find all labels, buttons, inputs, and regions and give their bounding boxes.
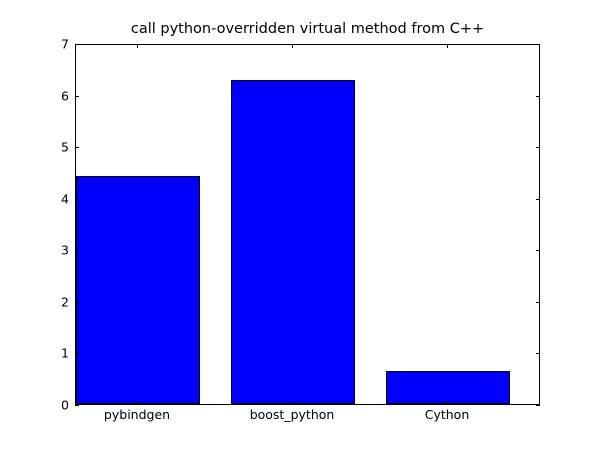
- y-tick-mark: [75, 95, 79, 97]
- y-tick-mark: [75, 198, 79, 200]
- y-tick-mark: [536, 147, 540, 149]
- y-tick-label: 1: [61, 345, 69, 361]
- x-tick-mark: [447, 44, 448, 48]
- bar-boost-python: [231, 80, 355, 404]
- x-tick-mark: [137, 44, 138, 48]
- x-tick-mark: [137, 401, 138, 405]
- x-tick-label: Cython: [424, 407, 470, 422]
- y-tick-mark: [536, 353, 540, 355]
- y-tick-mark: [536, 250, 540, 252]
- y-tick-label: 4: [61, 191, 69, 207]
- y-tick-mark: [75, 353, 79, 355]
- y-tick-mark: [536, 198, 540, 200]
- y-tick-mark: [536, 95, 540, 97]
- y-tick-label: 3: [61, 242, 69, 258]
- y-tick-mark: [536, 44, 540, 45]
- y-tick-label: 0: [61, 397, 69, 413]
- bar-cython: [386, 371, 510, 404]
- y-tick-mark: [536, 301, 540, 303]
- y-tick-mark: [75, 405, 79, 406]
- chart-title: call python-overridden virtual method fr…: [130, 21, 485, 37]
- y-tick-mark: [75, 250, 79, 252]
- y-tick-label: 7: [61, 36, 69, 52]
- plot-area: [75, 44, 540, 405]
- y-tick-label: 6: [61, 88, 69, 104]
- x-tick-label: pybindgen: [103, 407, 171, 422]
- y-tick-mark: [75, 44, 79, 45]
- x-tick-mark: [292, 44, 293, 48]
- y-tick-mark: [75, 147, 79, 149]
- y-tick-label: 5: [61, 139, 69, 155]
- x-tick-mark: [292, 401, 293, 405]
- y-tick-mark: [536, 405, 540, 406]
- y-tick-label: 2: [61, 294, 69, 310]
- y-tick-mark: [75, 301, 79, 303]
- x-tick-mark: [447, 401, 448, 405]
- bar-pybindgen: [76, 176, 200, 404]
- x-tick-label: boost_python: [249, 407, 335, 422]
